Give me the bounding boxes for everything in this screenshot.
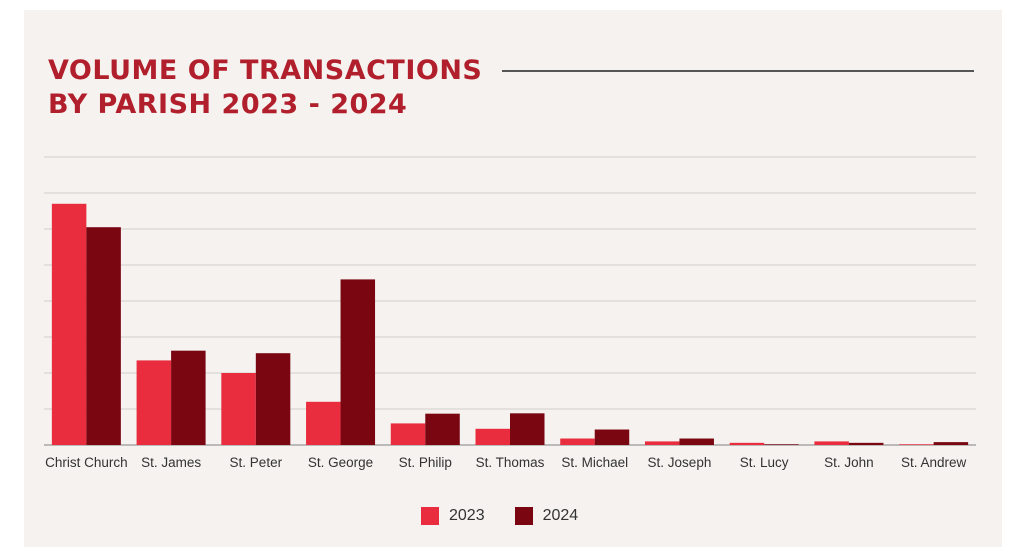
bar-2023-christ-church xyxy=(51,203,87,445)
bar-2024-st-lucy xyxy=(764,444,799,445)
bar-2023-st-joseph xyxy=(644,441,680,445)
legend-item-2024: 2024 xyxy=(514,507,579,525)
chart-card: VOLUME OF TRANSACTIONS BY PARISH 2023 - … xyxy=(24,10,1002,547)
chart-title-line-1: VOLUME OF TRANSACTIONS xyxy=(48,55,483,86)
bar-2024-st-peter xyxy=(255,353,291,445)
x-tick-label: St. George xyxy=(308,455,373,470)
legend-item-2023: 2023 xyxy=(421,507,485,525)
x-tick-label: St. Michael xyxy=(561,455,628,470)
chart-title-line-2: BY PARISH 2023 - 2024 xyxy=(48,89,408,120)
x-tick-label: St. Philip xyxy=(399,455,452,470)
bar-2024-st-andrew xyxy=(933,442,969,445)
x-tick-label: St. Lucy xyxy=(740,455,789,470)
bar-2023-st-john xyxy=(814,441,849,445)
bar-2023-st-peter xyxy=(221,373,256,445)
bar-2023-st-james xyxy=(136,360,172,445)
bar-2024-st-michael xyxy=(594,429,630,445)
legend-label-2024: 2024 xyxy=(542,507,579,524)
chart-legend: 2023 2024 xyxy=(421,507,608,525)
bar-2023-st-george xyxy=(306,401,341,445)
legend-swatch-2023 xyxy=(421,507,439,525)
x-tick-label: St. John xyxy=(824,455,874,470)
title-divider xyxy=(502,70,974,72)
bar-2024-christ-church xyxy=(86,227,121,445)
bar-2023-st-andrew xyxy=(899,444,934,445)
x-tick-label: St. James xyxy=(141,455,201,470)
bar-chart: Christ Church St. James St. Peter St. Georg… xyxy=(44,156,976,470)
x-tick-label: St. Thomas xyxy=(476,455,545,470)
bar-2024-st-george xyxy=(340,279,376,445)
bar-2024-st-joseph xyxy=(679,438,714,445)
x-tick-label: St. Peter xyxy=(230,455,283,470)
bar-2024-st-philip xyxy=(425,413,460,445)
legend-swatch-2024 xyxy=(514,507,533,525)
bar-2023-st-thomas xyxy=(475,428,510,445)
bar-2024-st-thomas xyxy=(510,413,545,445)
x-tick-label: St. Andrew xyxy=(901,455,967,470)
legend-label-2023: 2023 xyxy=(449,507,485,524)
x-tick-label: Christ Church xyxy=(45,455,128,470)
bar-2024-st-james xyxy=(171,350,206,445)
chart-title: VOLUME OF TRANSACTIONS BY PARISH 2023 - … xyxy=(48,54,482,122)
bar-2023-st-philip xyxy=(390,423,426,445)
bar-2023-st-lucy xyxy=(729,442,765,445)
bar-2023-st-michael xyxy=(560,438,595,445)
bar-2024-st-john xyxy=(848,442,884,445)
x-tick-label: St. Joseph xyxy=(648,455,712,470)
